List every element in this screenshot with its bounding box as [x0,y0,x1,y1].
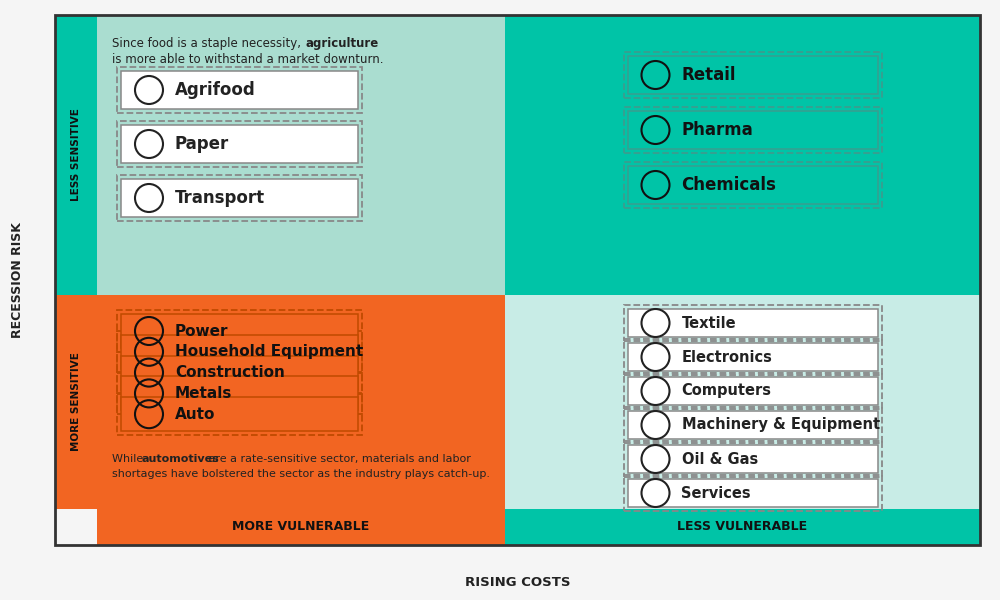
Text: Power: Power [175,323,228,338]
FancyBboxPatch shape [55,15,97,295]
Text: Services: Services [682,485,751,500]
FancyBboxPatch shape [505,15,980,295]
FancyBboxPatch shape [628,377,878,405]
Text: Paper: Paper [175,135,229,153]
Text: Chemicals: Chemicals [682,176,776,194]
Text: are a rate-sensitive sector, materials and labor: are a rate-sensitive sector, materials a… [205,454,471,464]
Text: LESS SENSITIVE: LESS SENSITIVE [71,109,81,202]
FancyBboxPatch shape [628,166,878,204]
FancyBboxPatch shape [121,125,358,163]
Text: agriculture: agriculture [305,37,378,50]
Text: automotives: automotives [142,454,220,464]
Text: Textile: Textile [682,316,736,331]
FancyBboxPatch shape [505,509,980,545]
FancyBboxPatch shape [121,376,358,410]
Text: Oil & Gas: Oil & Gas [682,451,758,467]
Text: Agrifood: Agrifood [175,81,256,99]
FancyBboxPatch shape [628,111,878,149]
Text: While: While [112,454,147,464]
FancyBboxPatch shape [628,56,878,94]
Text: RECESSION RISK: RECESSION RISK [11,222,25,338]
Text: Electronics: Electronics [682,349,772,364]
FancyBboxPatch shape [121,397,358,431]
FancyBboxPatch shape [505,295,980,509]
FancyBboxPatch shape [121,179,358,217]
Text: MORE VULNERABLE: MORE VULNERABLE [232,520,370,533]
Text: Auto: Auto [175,407,215,422]
FancyBboxPatch shape [97,295,505,509]
FancyBboxPatch shape [121,71,358,109]
Text: Machinery & Equipment: Machinery & Equipment [682,418,880,433]
FancyBboxPatch shape [628,309,878,337]
Text: Household Equipment: Household Equipment [175,344,363,359]
FancyBboxPatch shape [628,445,878,473]
FancyBboxPatch shape [121,335,358,369]
Text: Pharma: Pharma [682,121,753,139]
FancyBboxPatch shape [55,295,97,509]
Text: is more able to withstand a market downturn.: is more able to withstand a market downt… [112,53,384,66]
Text: MORE SENSITIVE: MORE SENSITIVE [71,353,81,451]
Text: Transport: Transport [175,189,265,207]
Text: Construction: Construction [175,365,285,380]
Text: Retail: Retail [682,66,736,84]
Text: RISING COSTS: RISING COSTS [465,575,570,589]
FancyBboxPatch shape [121,314,358,348]
Text: LESS VULNERABLE: LESS VULNERABLE [677,520,808,533]
FancyBboxPatch shape [628,479,878,507]
Text: Since food is a staple necessity,: Since food is a staple necessity, [112,37,305,50]
Text: Metals: Metals [175,386,232,401]
FancyBboxPatch shape [97,15,505,295]
FancyBboxPatch shape [628,343,878,371]
FancyBboxPatch shape [121,356,358,389]
FancyBboxPatch shape [628,411,878,439]
Text: shortages have bolstered the sector as the industry plays catch-up.: shortages have bolstered the sector as t… [112,469,490,479]
FancyBboxPatch shape [97,509,505,545]
Text: Computers: Computers [682,383,772,398]
